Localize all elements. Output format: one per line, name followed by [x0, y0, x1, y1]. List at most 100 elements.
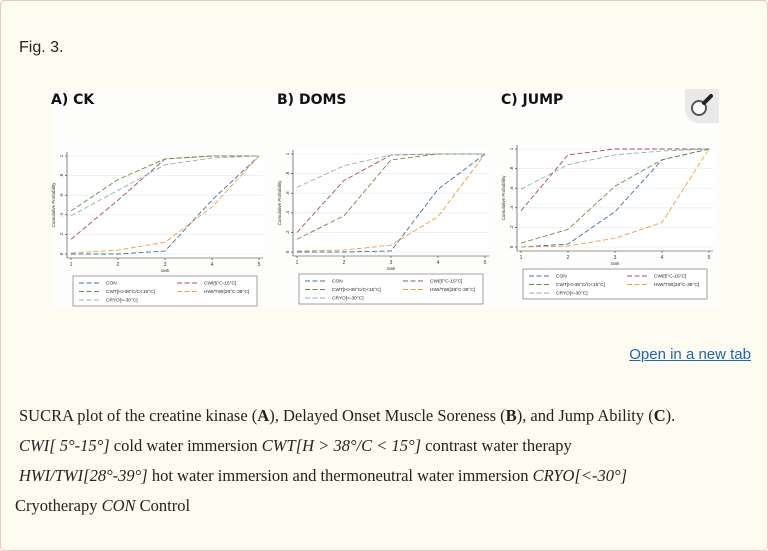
y-tick-label: 1: [59, 154, 64, 157]
legend-label: CON: [106, 281, 117, 287]
y-tick-label: .2: [59, 232, 64, 236]
panel-jump: C) JUMP 0 .2 .4 .6 .8 1 1 2 3 4 5 rank Cumulative Pr…: [501, 89, 723, 309]
legend-label: HWI/TWI[28°C-39°C]: [654, 282, 699, 288]
y-tick-label: .6: [285, 191, 290, 195]
legend-label: HWI/TWI[28°C-39°C]: [430, 287, 475, 293]
legend-label: CWT[H>38°C/C<15°C]: [106, 289, 155, 295]
y-tick-label: .4: [509, 205, 514, 209]
legend-label: CWI[5°C-15°C]: [654, 274, 686, 280]
plot-area: [293, 150, 489, 256]
sucra-chart: 0 .2 .4 .6 .8 1 1 2 3 4 5 rank Cumulative Probabilit…: [277, 150, 489, 305]
caption-text: Control: [135, 496, 191, 515]
series-line: [296, 153, 486, 252]
x-axis-label: rank: [611, 261, 621, 266]
zoom-button[interactable]: [685, 89, 719, 123]
y-tick-label: .4: [59, 212, 64, 216]
caption-term: CWT[H > 38°/C < 15°]: [261, 436, 422, 455]
x-tick-label: 1: [70, 262, 73, 268]
open-in-new-tab-link[interactable]: Open in a new tab: [629, 346, 751, 363]
caption-text: ), and Jump Ability (: [516, 406, 654, 425]
caption-bold: A: [257, 406, 270, 425]
x-tick-label: 2: [117, 262, 120, 268]
y-tick-label: .4: [285, 210, 290, 214]
plot-area: [517, 145, 713, 251]
y-axis-label: Cumulative Probability: [277, 180, 282, 226]
x-axis-label: rank: [387, 266, 397, 271]
x-tick-label: 5: [258, 262, 261, 268]
legend-label: HWI/TWI[28°C-39°C]: [204, 289, 249, 295]
panel-title: A) CK: [51, 92, 95, 108]
caption-term: CON: [101, 496, 136, 515]
caption-term: CRYO[<-30°]: [532, 466, 628, 485]
x-tick-label: 1: [520, 255, 523, 261]
legend-label: CWI[5°C-15°C]: [430, 279, 462, 285]
series-line: [70, 155, 260, 217]
caption-term: HWI/TWI[28°-39°]: [19, 466, 148, 485]
y-tick-label: 0: [59, 252, 64, 255]
caption-bold: C: [653, 406, 666, 425]
series-line: [520, 148, 710, 244]
series-line: [520, 148, 709, 212]
series-line: [520, 148, 710, 190]
y-tick-label: 0: [509, 245, 514, 248]
y-tick-label: 0: [285, 250, 290, 253]
plot-area: [67, 152, 263, 258]
caption-text: cold water immersion: [109, 436, 262, 455]
x-tick-label: 1: [296, 260, 299, 266]
sucra-chart: 0 .2 .4 .6 .8 1 1 2 3 4 5 rank Cumulative Probabilit…: [51, 152, 263, 307]
panel-title: C) JUMP: [501, 92, 564, 108]
series-line: [70, 155, 259, 212]
legend-label: CRYO[<-30°C]: [332, 296, 364, 302]
legend-label: CON: [332, 279, 343, 285]
y-axis-label: Cumulative Probability: [501, 175, 506, 221]
caption-text: ).: [665, 406, 676, 425]
series-line: [297, 153, 486, 253]
legend-label: CON: [556, 274, 567, 280]
sucra-chart: 0 .2 .4 .6 .8 1 1 2 3 4 5 rank Cumulative Probabilit…: [501, 145, 713, 300]
y-tick-label: .6: [59, 193, 64, 197]
legend-label: CWT[H>38°C/C<15°C]: [332, 287, 381, 293]
y-tick-label: 1: [285, 152, 290, 155]
figure-image[interactable]: A) CK 0 .2 .4 .6 .8 1 1 2 3 4 5 rank Cumulative Prob…: [51, 89, 719, 309]
legend-label: CRYO[<-30°C]: [556, 291, 588, 297]
x-tick-label: 2: [567, 255, 570, 261]
x-tick-label: 5: [484, 260, 487, 266]
y-tick-label: .8: [509, 166, 514, 170]
legend-box: [72, 275, 258, 307]
y-axis-label: Cumulative Probability: [51, 182, 56, 228]
magnifier-icon: [691, 94, 713, 116]
x-tick-label: 3: [390, 260, 393, 266]
y-tick-label: .2: [509, 225, 514, 229]
panel-ck: A) CK 0 .2 .4 .6 .8 1 1 2 3 4 5 rank Cumulative Prob…: [51, 89, 273, 309]
legend-label: CWT[H>38°C/C<15°C]: [556, 282, 605, 288]
legend-box: [298, 273, 484, 305]
x-axis-label: rank: [161, 268, 171, 273]
x-tick-label: 5: [708, 255, 711, 261]
caption-text: ), Delayed Onset Muscle Soreness (: [269, 406, 506, 425]
x-tick-label: 2: [343, 260, 346, 266]
series-line: [296, 153, 485, 240]
x-tick-label: 4: [437, 260, 440, 266]
x-tick-label: 4: [211, 262, 214, 268]
series-line: [70, 155, 260, 254]
caption-text: hot water immersion and thermoneutral wa…: [147, 466, 533, 485]
caption-text: Cryotherapy: [15, 496, 102, 515]
series-line: [296, 153, 485, 188]
y-tick-label: .6: [509, 186, 514, 190]
caption-bold: B: [505, 406, 517, 425]
legend-label: CRYO[<-30°C]: [106, 298, 138, 304]
y-tick-label: .8: [285, 171, 290, 175]
panel-doms: B) DOMS 0 .2 .4 .6 .8 1 1 2 3 4 5 rank Cumulative Pr…: [277, 89, 499, 309]
series-line: [71, 155, 260, 255]
caption-text: SUCRA plot of the creatine kinase (: [19, 406, 258, 425]
series-line: [520, 148, 710, 248]
caption-text: contrast water therapy: [421, 436, 572, 455]
x-tick-label: 3: [164, 262, 167, 268]
y-tick-label: 1: [509, 147, 514, 150]
x-tick-label: 3: [614, 255, 617, 261]
y-tick-label: .8: [59, 173, 64, 177]
legend-label: CWI[5°C-15°C]: [204, 281, 236, 287]
figure-caption: SUCRA plot of the creatine kinase (A), D…: [15, 401, 759, 521]
x-tick-label: 4: [661, 255, 664, 261]
